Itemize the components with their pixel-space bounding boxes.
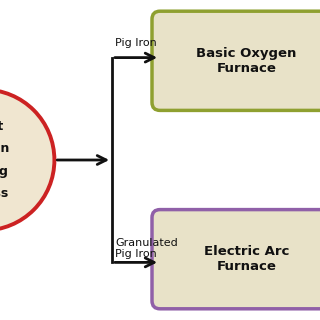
Text: ess: ess — [0, 187, 8, 200]
Text: Granulated
Pig Iron: Granulated Pig Iron — [115, 237, 178, 259]
Text: Electric Arc
Furnace: Electric Arc Furnace — [204, 245, 289, 273]
Text: ing: ing — [0, 165, 8, 178]
Text: Basic Oxygen
Furnace: Basic Oxygen Furnace — [196, 47, 297, 75]
FancyBboxPatch shape — [152, 210, 320, 309]
Text: Pig Iron: Pig Iron — [115, 38, 157, 48]
Text: ct: ct — [0, 120, 4, 133]
Text: tion: tion — [0, 142, 11, 155]
FancyBboxPatch shape — [152, 11, 320, 110]
Circle shape — [0, 90, 54, 230]
